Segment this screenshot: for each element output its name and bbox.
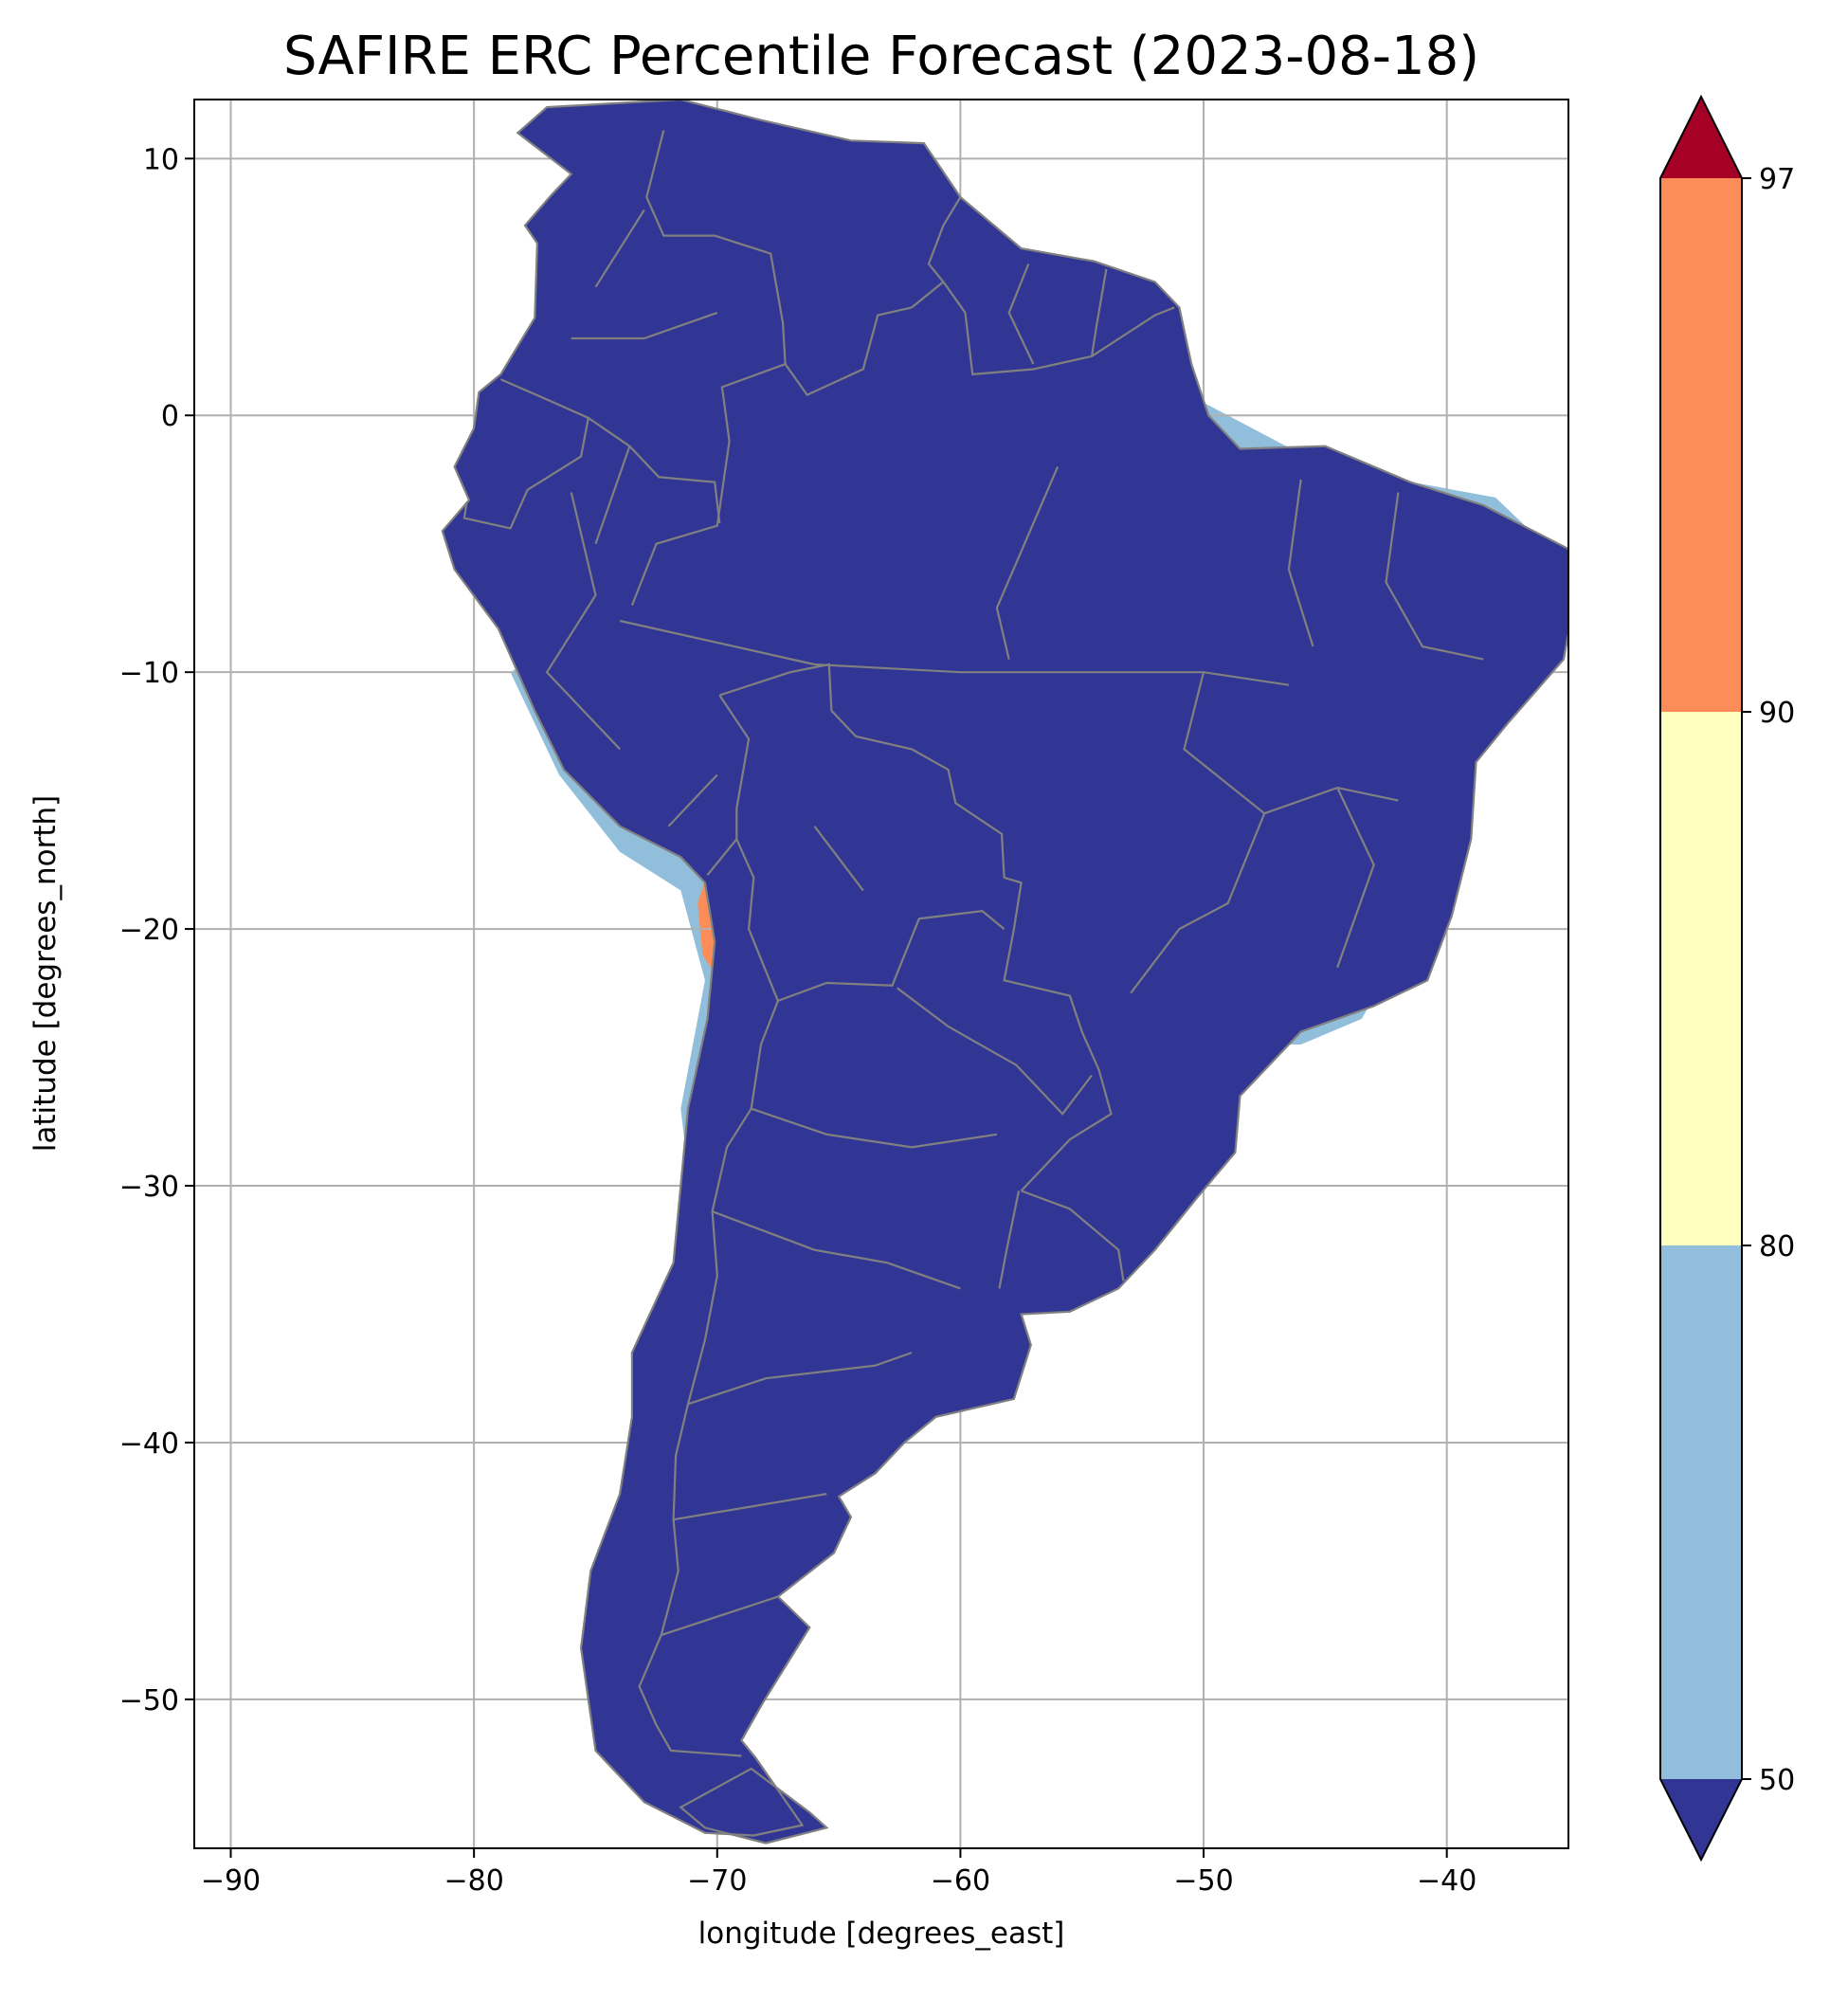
country-borders xyxy=(441,100,1568,1845)
y-tick-label: −40 xyxy=(119,1427,179,1461)
border-paraguay-argentina xyxy=(897,987,1093,1116)
x-tick-label: −50 xyxy=(1173,1864,1233,1898)
colorbar-bin-90-97 xyxy=(1660,178,1742,712)
x-tick-label: −40 xyxy=(1417,1864,1477,1898)
border-brazil-north xyxy=(718,663,1113,1192)
colorbar-bin-50-80 xyxy=(1660,1245,1742,1779)
border-uruguay xyxy=(998,1190,1125,1289)
plot-title: SAFIRE ERC Percentile Forecast (2023-08-… xyxy=(283,26,1479,87)
border-brazil-amazon xyxy=(630,280,1175,607)
colorbar-label-80: 80 xyxy=(1759,1230,1795,1263)
coast-tdf xyxy=(679,1767,829,1845)
y-tick-label: −50 xyxy=(119,1684,179,1717)
y-tick-label: −30 xyxy=(119,1171,179,1204)
internal-andes xyxy=(545,209,864,892)
x-tick-label: −90 xyxy=(201,1864,261,1898)
internal-brazil-1 xyxy=(619,465,1484,994)
x-tick-label: −60 xyxy=(931,1864,990,1898)
border-guianas xyxy=(1007,263,1108,365)
x-tick-label: −80 xyxy=(444,1864,503,1898)
border-colombia-venezuela xyxy=(645,130,787,365)
x-tick-label: −70 xyxy=(687,1864,747,1898)
axis-ticks: −90 −80 −70 −60 −50 −40 10 0 −10 −20 −30 −40 −50 xyxy=(119,143,1477,1898)
y-tick-label: −10 xyxy=(119,657,179,690)
border-venezuela-guyana xyxy=(927,196,962,283)
border-ecuador-peru xyxy=(462,417,589,530)
y-tick-label: 10 xyxy=(143,143,179,176)
colorbar-label-90: 90 xyxy=(1759,697,1795,730)
colorbar-extend-min xyxy=(1660,1779,1742,1860)
border-peru-bolivia xyxy=(706,694,751,876)
internal-argentina xyxy=(661,1107,998,1637)
x-axis-title: longitude [degrees_east] xyxy=(698,1917,1065,1951)
colorbar: 97 90 80 50 xyxy=(1659,94,1795,1863)
colorbar-bin-80-90 xyxy=(1660,712,1742,1245)
map-layers xyxy=(194,100,1568,1848)
y-axis-title: latitude [degrees_north] xyxy=(28,795,63,1152)
colorbar-label-50: 50 xyxy=(1759,1764,1795,1797)
border-bolivia-paraguay-argentina xyxy=(777,909,1006,1002)
y-tick-label: 0 xyxy=(161,400,179,433)
colorbar-extend-max xyxy=(1660,97,1742,178)
y-tick-label: −20 xyxy=(119,914,179,947)
map-frame xyxy=(193,99,1569,1849)
colorbar-label-97: 97 xyxy=(1759,163,1795,196)
